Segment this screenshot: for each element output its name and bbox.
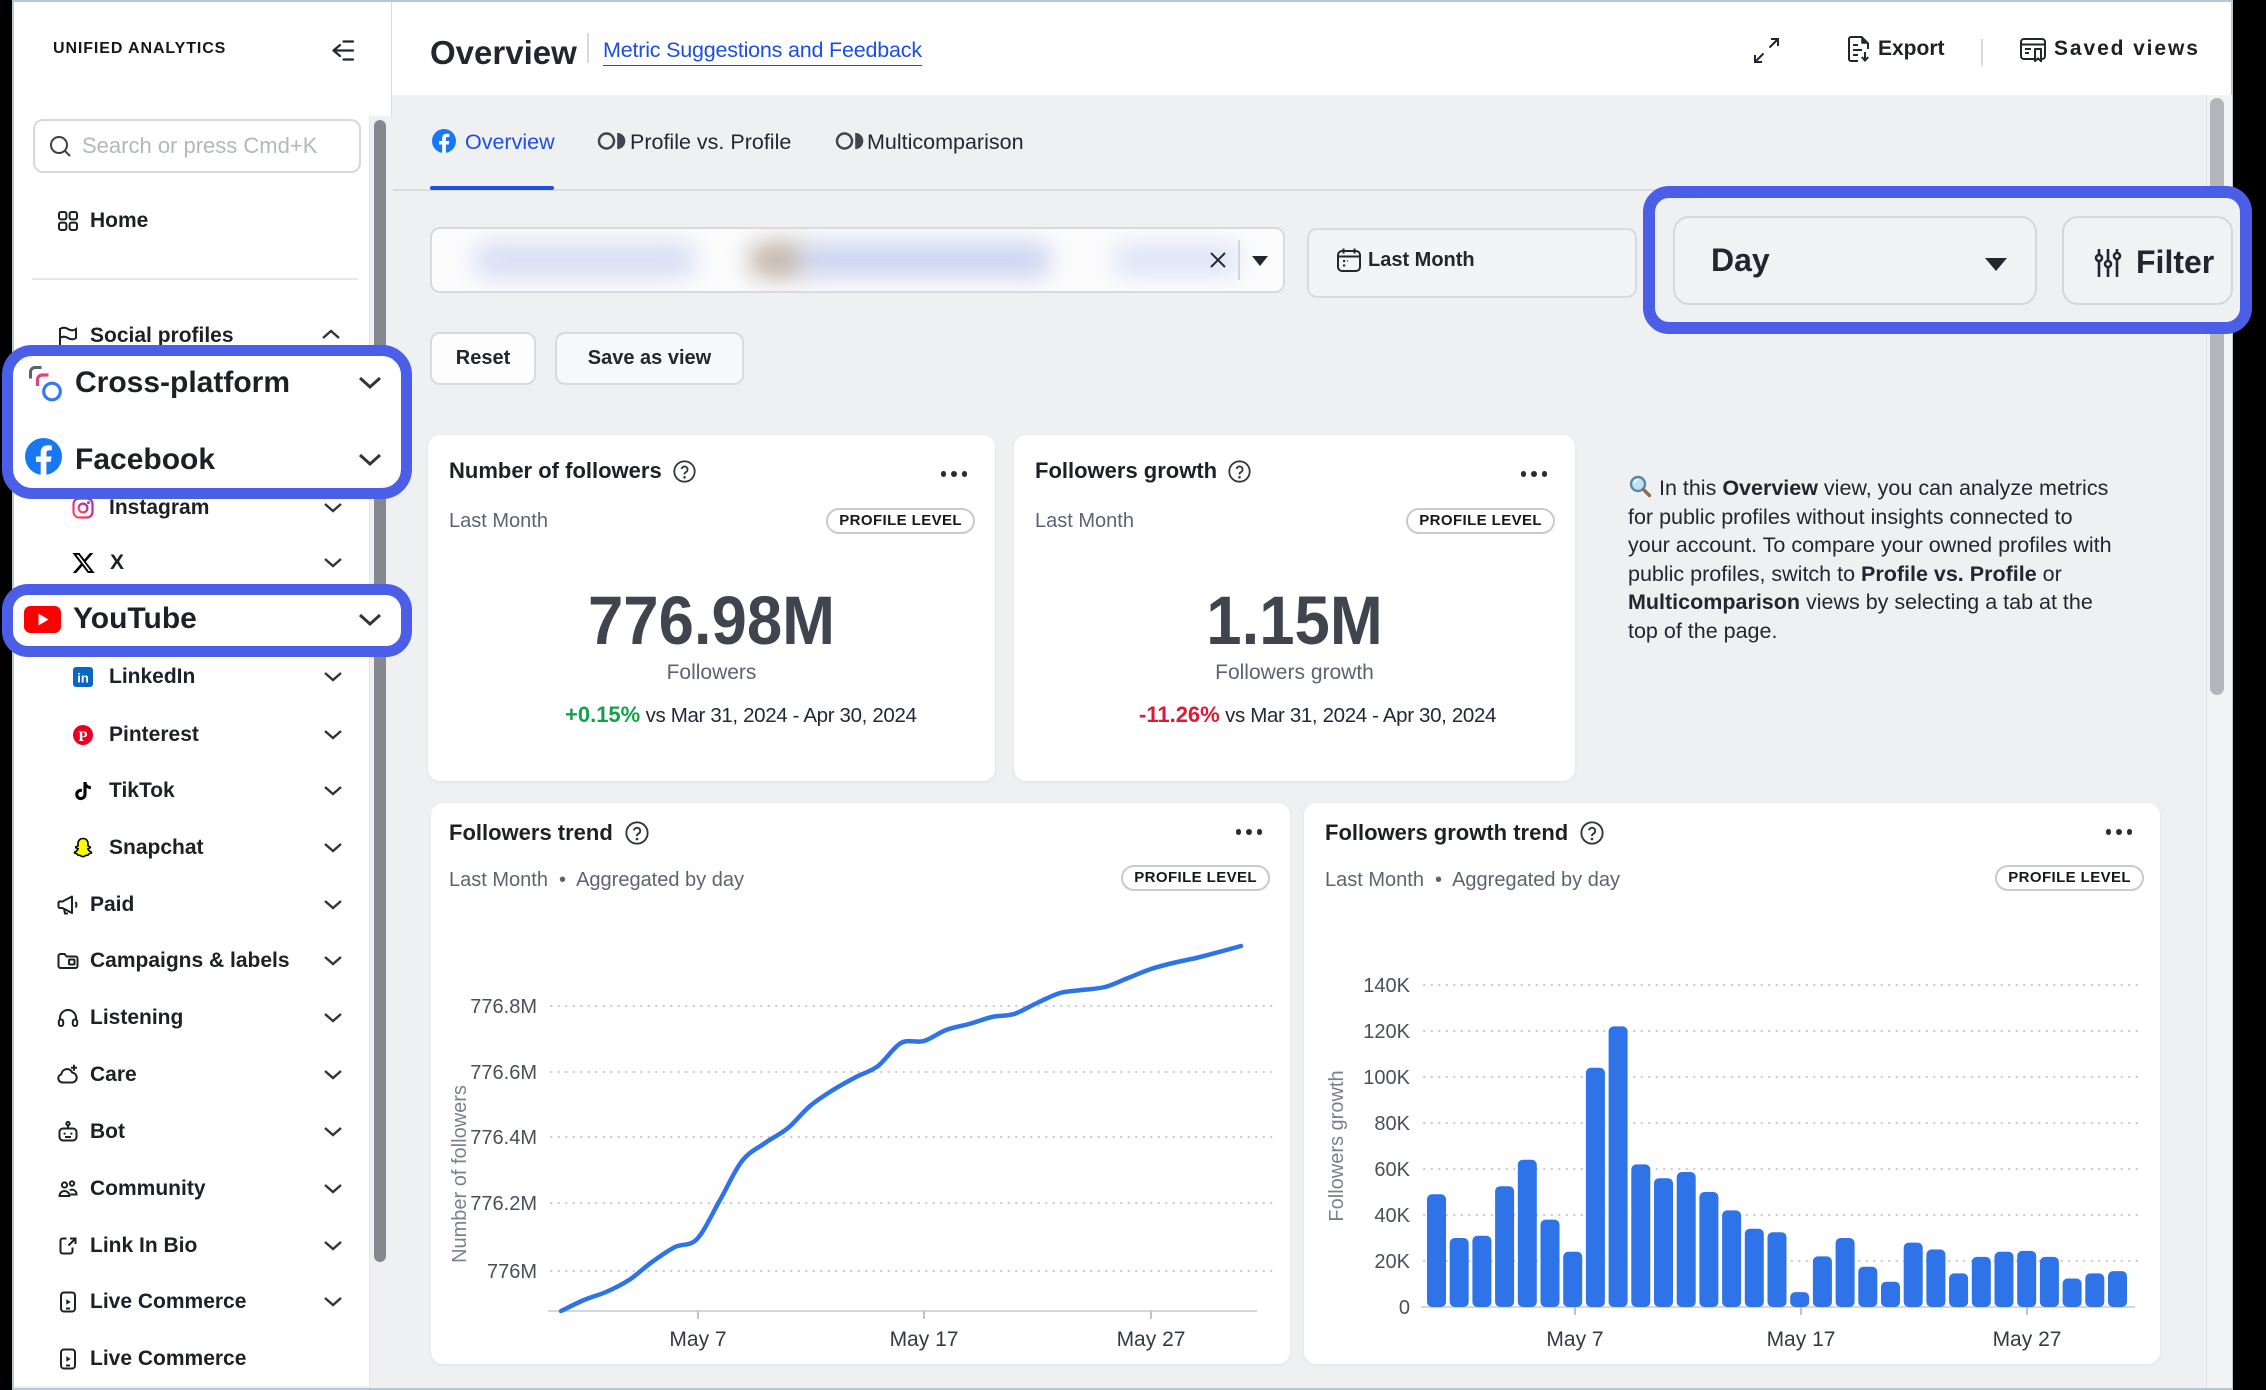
svg-text:May 17: May 17 — [1767, 1328, 1836, 1351]
svg-text:60K: 60K — [1374, 1159, 1410, 1181]
svg-text:May 7: May 7 — [1546, 1328, 1603, 1351]
svg-text:140K: 140K — [1363, 975, 1410, 997]
svg-text:120K: 120K — [1363, 1021, 1410, 1043]
svg-text:0: 0 — [1399, 1297, 1410, 1319]
svg-text:80K: 80K — [1374, 1113, 1410, 1135]
svg-text:P: P — [78, 729, 87, 745]
svg-text:40K: 40K — [1374, 1205, 1410, 1227]
svg-text:20K: 20K — [1374, 1251, 1410, 1273]
svg-text:May 17: May 17 — [890, 1328, 959, 1351]
svg-text:776.4M: 776.4M — [470, 1127, 537, 1149]
svg-text:May 7: May 7 — [669, 1328, 726, 1351]
svg-text:100K: 100K — [1363, 1067, 1410, 1089]
svg-text:776.6M: 776.6M — [470, 1062, 537, 1084]
svg-text:776M: 776M — [487, 1261, 537, 1283]
svg-text:Number of followers: Number of followers — [449, 1085, 471, 1263]
svg-text:776.8M: 776.8M — [470, 996, 537, 1018]
svg-text:in: in — [77, 671, 89, 686]
svg-text:Followers growth: Followers growth — [1326, 1070, 1348, 1221]
svg-text:May 27: May 27 — [1993, 1328, 2062, 1351]
svg-text:776.2M: 776.2M — [470, 1193, 537, 1215]
svg-text:May 27: May 27 — [1117, 1328, 1186, 1351]
